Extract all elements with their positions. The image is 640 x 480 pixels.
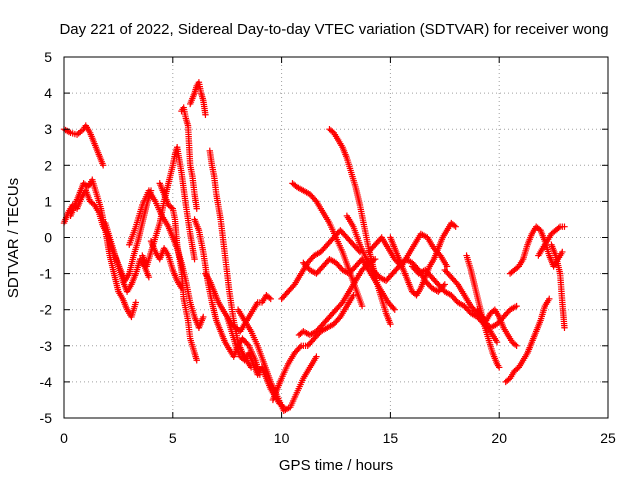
series-arc-7 (147, 237, 185, 292)
y-tick-label: -4 (40, 374, 53, 390)
series-arc-31 (535, 223, 568, 259)
data-point (193, 205, 200, 212)
y-tick-labels: 5 4 3 2 1 0 -1 -2 -3 -4 -5 (40, 49, 53, 426)
y-tick-label: -1 (40, 266, 53, 282)
data-point (453, 279, 460, 287)
x-tick-label: 15 (383, 430, 399, 446)
x-tick-label: 0 (60, 430, 68, 446)
data-point (267, 295, 274, 303)
data-point (202, 111, 209, 118)
data-point (561, 223, 568, 230)
series-arc-14 (224, 313, 287, 411)
y-tick-label: 4 (44, 85, 52, 101)
data-point (266, 294, 273, 301)
data-point (168, 204, 175, 211)
y-tick-label: -2 (40, 302, 53, 318)
y-tick-label: 3 (44, 121, 52, 137)
series-arc-9 (178, 104, 200, 212)
x-axis-label: GPS time / hours (279, 457, 393, 474)
data-point (496, 364, 503, 371)
data-point (311, 196, 319, 204)
series-arc-29 (502, 295, 553, 386)
data-point (441, 281, 448, 288)
data-point (387, 320, 394, 328)
series-arc-12 (206, 147, 255, 371)
series-arc-3 (67, 176, 140, 321)
x-tick-labels: 0 5 10 15 20 25 (60, 430, 616, 446)
data-point (132, 299, 140, 306)
data-point (391, 306, 398, 313)
series-arc-19 (300, 255, 398, 313)
series-arc-32 (548, 241, 568, 331)
data-point (338, 300, 345, 308)
y-tick-label: 0 (44, 230, 52, 246)
y-tick-label: 1 (44, 193, 52, 209)
data-point (358, 302, 366, 310)
data-point (371, 255, 379, 263)
axis-ticks (63, 56, 609, 419)
y-tick-label: 5 (44, 49, 52, 65)
data-point (296, 344, 304, 351)
series-arc-4 (102, 219, 153, 295)
y-tick-label: -5 (40, 410, 53, 426)
data-point (191, 255, 198, 263)
series-arc-1 (60, 122, 107, 169)
series-arc-27 (463, 252, 503, 371)
data-point (443, 263, 451, 270)
data-point (452, 223, 459, 230)
series-arc-8 (156, 180, 200, 364)
series-arc-5 (126, 187, 207, 331)
x-tick-label: 25 (600, 430, 616, 446)
x-tick-label: 5 (169, 430, 177, 446)
x-tick-label: 10 (274, 430, 290, 446)
series-arc-24 (387, 219, 459, 299)
series-arc-21 (326, 126, 394, 328)
data-point (145, 274, 153, 281)
series-arc-10 (187, 79, 209, 118)
data-point (511, 341, 519, 348)
data-point (493, 338, 501, 346)
y-tick-label: 2 (44, 157, 52, 173)
series-arc-28 (474, 306, 520, 349)
x-tick-label: 20 (491, 430, 507, 446)
data-point (200, 313, 207, 321)
data-point (313, 353, 320, 360)
data-point (244, 341, 251, 348)
data-marks (60, 79, 568, 414)
data-point (555, 224, 562, 232)
data-point (559, 248, 566, 256)
data-point (99, 162, 107, 169)
data-point (451, 222, 458, 229)
data-point (513, 342, 520, 349)
series-arc-20 (289, 180, 366, 310)
data-point (350, 292, 357, 299)
y-tick-label: -3 (40, 338, 53, 354)
data-point (335, 315, 343, 322)
data-point (561, 324, 568, 331)
series-arc-16 (269, 292, 357, 404)
data-point (546, 295, 553, 303)
series-arc-17 (278, 227, 364, 303)
data-point (513, 302, 520, 310)
data-point (290, 282, 297, 290)
data-point (193, 357, 200, 364)
y-axis-label: SDTVAR / TECUs (5, 178, 22, 298)
data-point (390, 305, 397, 312)
chart-title: Day 221 of 2022, Sidereal Day-to-day VTE… (59, 21, 608, 38)
series-arc-15 (234, 306, 320, 414)
series-arc-11 (191, 216, 264, 378)
